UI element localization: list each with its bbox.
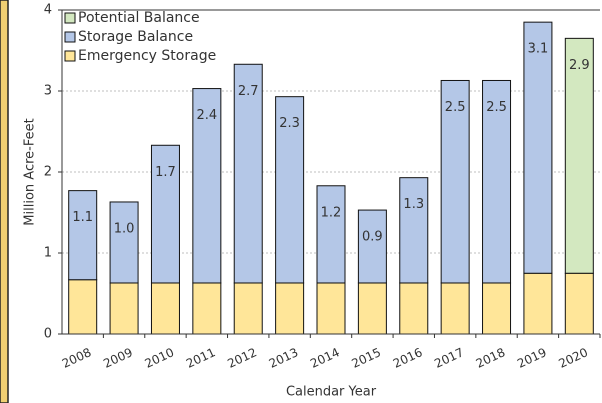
bar-segment bbox=[564, 37, 594, 274]
bar-segment bbox=[316, 185, 346, 284]
data-label: 1.7 bbox=[155, 165, 176, 180]
bar-segment bbox=[150, 144, 180, 284]
bar-segment bbox=[399, 177, 429, 284]
legend-label: Storage Balance bbox=[78, 29, 193, 45]
legend-swatch bbox=[64, 12, 76, 24]
bar-segment bbox=[316, 282, 346, 335]
data-label: 1.3 bbox=[403, 197, 424, 212]
data-label: 2.5 bbox=[486, 100, 507, 115]
x-tick-label: 2012 bbox=[225, 345, 259, 371]
data-label: 1.0 bbox=[114, 221, 135, 236]
bar-segment bbox=[275, 282, 305, 335]
bar-segment bbox=[68, 279, 98, 335]
data-label: 2.3 bbox=[279, 116, 300, 131]
data-label: 2.7 bbox=[238, 84, 259, 99]
data-label: 2.4 bbox=[197, 108, 218, 123]
y-tick-label: 1 bbox=[44, 246, 52, 261]
x-tick-label: 2018 bbox=[474, 345, 508, 371]
bar-segment bbox=[150, 282, 180, 335]
x-tick-label: 2016 bbox=[391, 345, 425, 371]
x-tick-label: 2015 bbox=[350, 345, 384, 371]
data-label: 2.9 bbox=[569, 58, 590, 73]
data-label: 2.5 bbox=[445, 100, 466, 115]
bar-segment bbox=[564, 272, 594, 335]
bar-segment bbox=[357, 209, 387, 284]
x-tick-label: 2009 bbox=[101, 345, 135, 371]
legend-swatch bbox=[64, 50, 76, 62]
bar-segment bbox=[440, 79, 470, 284]
bar-segment bbox=[109, 282, 139, 335]
x-tick-label: 2011 bbox=[184, 345, 218, 371]
bar-segment bbox=[68, 190, 98, 281]
x-tick-label: 2017 bbox=[432, 345, 466, 371]
bar-segment bbox=[275, 96, 305, 284]
data-label: 1.1 bbox=[72, 210, 93, 225]
y-tick-label: 2 bbox=[44, 165, 52, 180]
legend-label: Potential Balance bbox=[78, 10, 200, 26]
bar-segment bbox=[233, 63, 263, 284]
y-tick-label: 4 bbox=[44, 3, 52, 18]
bar-segment bbox=[440, 282, 470, 335]
bar-segment bbox=[109, 201, 139, 284]
x-tick-label: 2019 bbox=[515, 345, 549, 371]
data-label: 3.1 bbox=[528, 42, 549, 57]
bar-segment bbox=[399, 282, 429, 335]
x-tick-label: 2010 bbox=[143, 345, 177, 371]
x-tick-label: 2014 bbox=[308, 345, 342, 371]
y-tick-label: 3 bbox=[44, 84, 52, 99]
x-axis-label: Calendar Year bbox=[286, 385, 377, 400]
y-axis-label: Million Acre-Feet bbox=[23, 118, 38, 225]
bar-segment bbox=[192, 282, 222, 335]
data-label: 1.2 bbox=[321, 205, 342, 220]
bar-segment bbox=[233, 282, 263, 335]
bar-segment bbox=[482, 79, 512, 284]
y-tick-label: 0 bbox=[44, 327, 52, 342]
bar-segment bbox=[482, 282, 512, 335]
x-tick-label: 2013 bbox=[267, 345, 301, 371]
legend-swatch bbox=[64, 31, 76, 43]
legend-label: Emergency Storage bbox=[78, 48, 216, 64]
bar-segment bbox=[192, 88, 222, 284]
x-tick-label: 2008 bbox=[60, 345, 94, 371]
side-strip bbox=[0, 0, 9, 403]
data-label: 0.9 bbox=[362, 230, 383, 245]
bar-segment bbox=[523, 21, 553, 274]
x-tick-label: 2020 bbox=[556, 345, 590, 371]
bar-segment bbox=[523, 272, 553, 335]
bar-segment bbox=[357, 282, 387, 335]
